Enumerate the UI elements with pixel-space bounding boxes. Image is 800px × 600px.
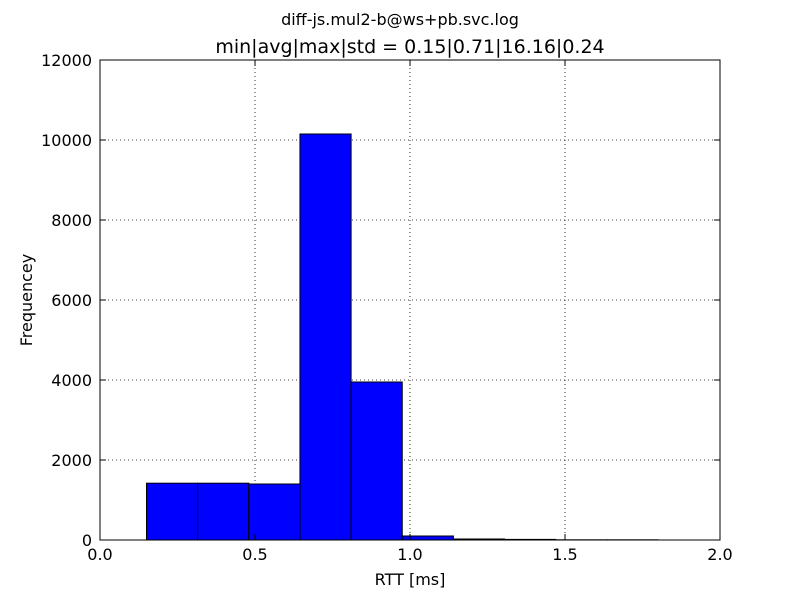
y-tick-label: 6000 [51, 291, 92, 310]
histogram-bar-2 [248, 483, 301, 541]
figure-suptitle: diff-js.mul2-b@ws+pb.svc.log [281, 10, 519, 29]
x-axis-label: RTT [ms] [375, 570, 446, 589]
y-tick-label: 10000 [41, 131, 92, 150]
y-tick-label: 12000 [41, 51, 92, 70]
y-tick-label: 8000 [51, 211, 92, 230]
histogram-bar-0 [146, 482, 199, 541]
y-axis-label: Frequencey [17, 254, 36, 347]
y-tick-label: 2000 [51, 451, 92, 470]
x-tick-label: 1.5 [552, 545, 577, 564]
y-tick-label: 0 [82, 531, 92, 550]
x-tick-label: 0.0 [87, 545, 112, 564]
histogram-bar-4 [350, 381, 403, 541]
x-tick-label: 2.0 [707, 545, 732, 564]
x-tick-label: 1.0 [397, 545, 422, 564]
histogram-bar-3 [299, 133, 352, 541]
axis-ticks: 0.0 0.5 1.0 1.5 2.0 0 2000 4000 6000 8000 10000 120… [41, 51, 733, 564]
histogram-bar-1 [197, 482, 250, 541]
histogram-bars [146, 133, 659, 541]
x-tick-label: 0.5 [242, 545, 267, 564]
grid-lines [100, 60, 720, 540]
chart-title: min|avg|max|std = 0.15|0.71|16.16|0.24 [215, 36, 605, 58]
y-tick-label: 4000 [51, 371, 92, 390]
